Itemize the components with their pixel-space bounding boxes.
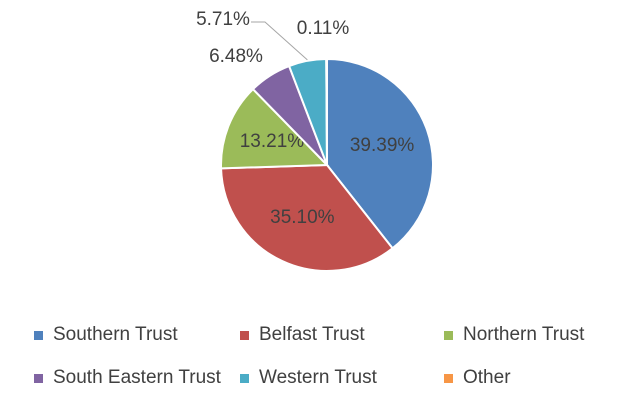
pie-slice-belfast-trust — [220, 163, 394, 272]
legend-item-south-eastern-trust: South Eastern Trust — [34, 367, 221, 389]
data-label-south-eastern-trust: 6.48% — [209, 46, 263, 67]
legend-item-northern-trust: Northern Trust — [444, 324, 584, 346]
pie-slice-northern-trust — [220, 87, 330, 170]
data-label-northern-trust: 13.21% — [240, 131, 305, 152]
legend-item-belfast-trust: Belfast Trust — [240, 324, 365, 346]
legend-item-western-trust: Western Trust — [240, 367, 377, 389]
legend-swatch-western-trust — [240, 373, 249, 383]
legend-item-other: Other — [444, 367, 511, 389]
pie-slice-other — [325, 57, 328, 166]
data-label-southern-trust: 39.39% — [350, 135, 415, 156]
data-label-belfast-trust: 35.10% — [270, 207, 335, 228]
legend-label-western-trust: Western Trust — [259, 367, 377, 388]
leader-line-western-trust — [251, 21, 308, 61]
pie-slice-southern-trust — [326, 57, 434, 250]
legend-item-southern-trust: Southern Trust — [34, 324, 178, 346]
data-label-other: 0.11% — [297, 18, 350, 39]
legend-label-other: Other — [463, 367, 511, 388]
legend-swatch-south-eastern-trust — [34, 373, 43, 383]
legend-swatch-belfast-trust — [240, 330, 249, 340]
legend-label-northern-trust: Northern Trust — [463, 324, 585, 345]
data-label-western-trust: 5.71% — [196, 9, 250, 30]
legend-swatch-other — [444, 373, 453, 383]
legend-label-southern-trust: Southern Trust — [53, 324, 178, 345]
legend-swatch-northern-trust — [444, 330, 453, 340]
legend-label-south-eastern-trust: South Eastern Trust — [53, 367, 221, 388]
legend-swatch-southern-trust — [34, 330, 43, 340]
legend-label-belfast-trust: Belfast Trust — [259, 324, 365, 345]
